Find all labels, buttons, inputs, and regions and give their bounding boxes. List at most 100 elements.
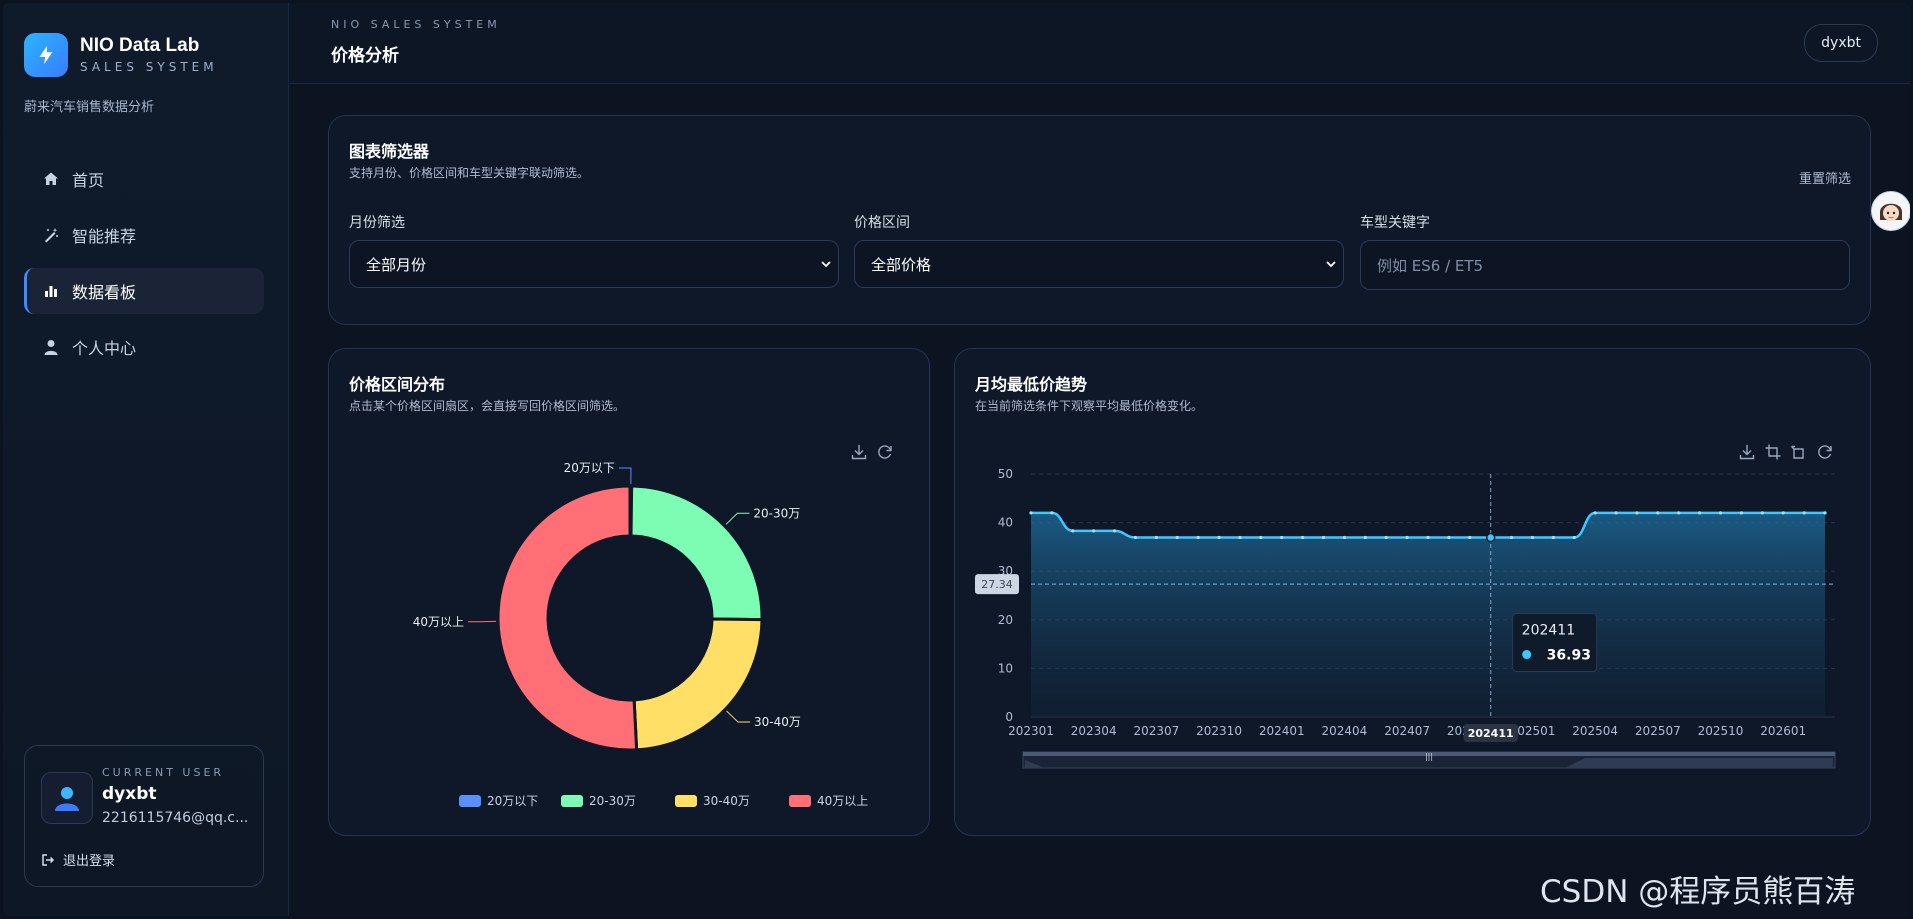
refresh-icon[interactable] [876,443,894,461]
x-tick-label: 202601 [1760,724,1806,738]
x-tick-label: 202501 [1510,724,1556,738]
logout-button[interactable]: 退出登录 [41,850,115,869]
data-point [1280,535,1284,540]
donut-slice[interactable] [629,484,764,622]
data-point [1071,529,1075,533]
price-filter-label: 价格区间 [854,215,910,231]
data-point [1050,511,1054,515]
legend-label: 20万以下 [487,794,538,808]
data-point [1133,535,1138,540]
average-marker-bg [975,574,1019,595]
data-point [1468,535,1472,540]
tooltip-box [1512,613,1598,673]
download-icon[interactable] [850,443,868,461]
data-point [1426,535,1430,540]
sidebar-item-recommend[interactable]: 智能推荐 [24,212,264,258]
sidebar-item-label: 首页 [72,171,105,190]
data-point [1384,535,1388,540]
assistant-avatar[interactable] [1871,191,1910,231]
zoom-reset-icon[interactable] [1790,443,1808,461]
x-tick-label: 202307 [1133,724,1179,738]
data-point [1405,535,1409,540]
data-point [1781,511,1785,515]
x-tick-label: 202404 [1322,724,1368,738]
donut-chart[interactable]: 20万以下 20-30万 30-40万 40万以上 20万以下 20-30万 30-40万 4… [329,429,929,829]
chevron-down-icon [1325,257,1337,275]
zoom-select-icon[interactable] [1764,443,1782,461]
current-user-card: CURRENT USER dyxbt 2216115746@qq.c... 退出… [24,745,264,887]
x-tick-label: 202401 [1259,724,1305,738]
y-tick-label: 10 [998,661,1013,675]
x-highlight-label: 202411 [1468,727,1514,740]
price-select[interactable]: 全部价格 [854,240,1344,288]
user-icon [42,338,60,356]
legend-swatch [675,795,697,807]
data-point [1238,535,1242,540]
y-tick-label: 20 [998,613,1013,627]
x-tick-label: 202407 [1384,724,1430,738]
data-point [1614,511,1618,515]
price-trend-panel: 月均最低价趋势 在当前筛选条件下观察平均最低价格变化。 0 10 20 30 40 50 2… [954,348,1871,836]
x-highlight-bg [1463,724,1518,742]
brand[interactable]: NIO Data Lab SALES SYSTEM [24,33,218,77]
chevron-down-icon [820,257,832,275]
data-point [1112,529,1117,533]
data-point [1698,511,1702,515]
month-filter-label: 月份筛选 [349,215,405,231]
legend-label: 40万以上 [817,794,868,808]
data-point [1196,535,1200,540]
price-select-value: 全部价格 [871,255,932,274]
data-point [1217,535,1221,540]
slice-label: 30-40万 [754,715,801,729]
data-zoom-handle: ||| [1425,752,1433,761]
data-point [1259,535,1263,540]
model-keyword-input[interactable]: 例如 ES6 / ET5 [1360,240,1850,290]
month-select[interactable]: 全部月份 [349,240,839,288]
data-point [1175,535,1179,540]
x-tick-label: 202301 [1008,724,1054,738]
data-point [1447,535,1451,540]
reset-filter-button[interactable]: 重置筛选 [1798,172,1851,187]
line-title: 月均最低价趋势 [975,375,1088,394]
model-filter-label: 车型关键字 [1360,215,1430,231]
data-point [1509,535,1514,540]
filter-description: 支持月份、价格区间和车型关键字联动筛选。 [349,166,590,180]
average-marker: 27.34 [981,578,1013,591]
sidebar-item-label: 个人中心 [72,339,137,358]
data-point [1154,535,1158,540]
app-window: NIO Data Lab SALES SYSTEM 蔚来汽车销售数据分析 首页 … [3,3,1910,916]
donut-slice[interactable] [632,617,764,752]
brand-subtitle: SALES SYSTEM [80,60,218,74]
legend-swatch [459,795,481,807]
sidebar: NIO Data Lab SALES SYSTEM 蔚来汽车销售数据分析 首页 … [3,3,289,916]
data-point [1092,529,1096,533]
download-icon[interactable] [1738,443,1756,461]
tooltip-value: 36.93 [1547,648,1591,664]
data-point [1342,535,1347,540]
data-point [1656,511,1660,515]
sidebar-item-home[interactable]: 首页 [24,156,264,202]
user-email: 2216115746@qq.c... [102,810,249,826]
logout-icon [41,853,55,867]
bar-chart-icon [42,282,60,300]
model-keyword-placeholder: 例如 ES6 / ET5 [1377,256,1484,275]
avatar [41,772,93,824]
refresh-icon[interactable] [1816,443,1834,461]
donut-description: 点击某个价格区间扇区，会直接写回价格区间筛选。 [349,399,626,413]
sidebar-item-profile[interactable]: 个人中心 [24,324,264,370]
month-select-value: 全部月份 [366,255,427,274]
data-point [1572,535,1576,540]
leader-line [618,467,632,485]
data-point [1760,511,1764,515]
home-icon [42,170,60,188]
brand-description: 蔚来汽车销售数据分析 [24,100,155,115]
donut-slice[interactable] [496,484,639,752]
x-tick-label: 202310 [1196,724,1242,738]
user-chip[interactable]: dyxbt [1804,24,1878,62]
tooltip-swatch [1522,650,1532,660]
brand-title: NIO Data Lab [80,35,200,56]
data-point [1363,535,1367,540]
sidebar-nav: 首页 智能推荐 数据看板 个人中心 [24,156,264,380]
sidebar-item-dashboard[interactable]: 数据看板 [24,268,264,314]
